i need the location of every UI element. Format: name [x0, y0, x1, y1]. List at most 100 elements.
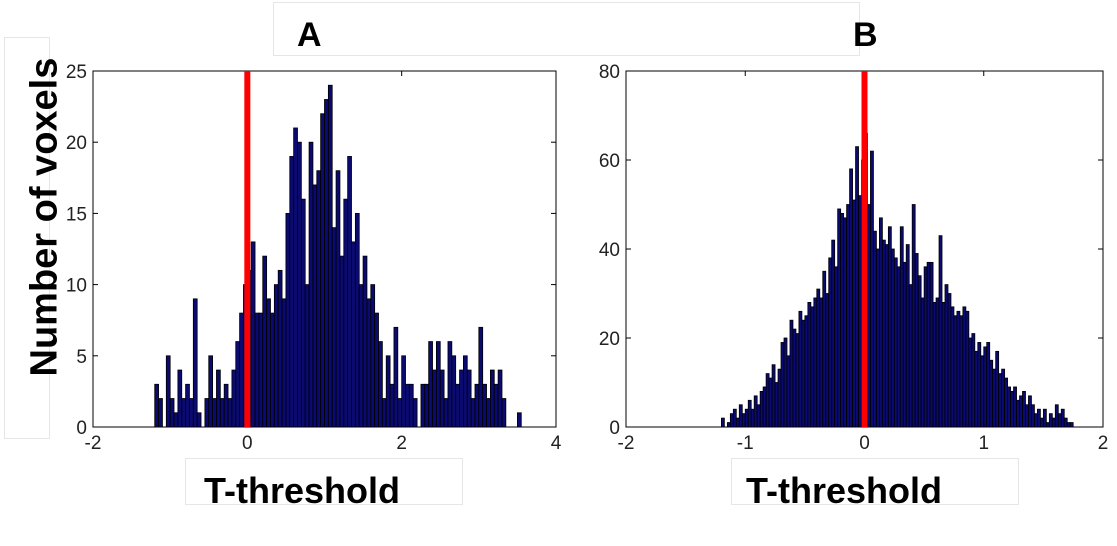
- panel-b-bar: [825, 293, 830, 428]
- panel-b-bar: [783, 337, 788, 428]
- panel-b-bar: [828, 257, 833, 428]
- panel-a-bar: [281, 298, 287, 428]
- panel-b-bar: [768, 377, 773, 428]
- panel-b-bar: [852, 199, 856, 428]
- panel-b-y-tick-label: 60: [599, 151, 620, 172]
- panel-a-x-tick-label: 0: [242, 433, 253, 454]
- panel-b-x-tick-label: 2: [1098, 433, 1109, 454]
- panel-b-bar: [777, 368, 782, 428]
- panel-b-bar: [771, 364, 776, 428]
- panel-a-bar: [258, 312, 264, 428]
- panel-b-bar: [867, 204, 871, 428]
- panel-b-bar: [977, 342, 982, 428]
- panel-b-y-tick-label: 40: [599, 240, 620, 261]
- panel-b-bar: [1013, 386, 1017, 428]
- panel-a-bar: [374, 312, 379, 428]
- panel-a-bar: [331, 227, 337, 428]
- panel-a-bar: [397, 398, 403, 428]
- panel-a-bar: [385, 355, 391, 428]
- panel-b-bar: [932, 301, 937, 428]
- panel-b-bar: [786, 355, 791, 428]
- panel-b-bar: [890, 248, 895, 428]
- panel-b-bar: [947, 293, 952, 428]
- panel-b-bar: [1022, 390, 1026, 428]
- panel-a-bar: [470, 398, 476, 428]
- panel-b-bar: [917, 275, 922, 428]
- panel-b-bar: [1001, 368, 1006, 428]
- x-axis-label-b: T-threshold: [746, 470, 942, 511]
- panel-a-bar: [335, 170, 341, 428]
- panel-a-bar: [424, 383, 430, 428]
- panel-b-bar: [995, 350, 1000, 428]
- panel-b-bar: [858, 195, 862, 428]
- panel-b-x-tick-label: -1: [737, 433, 754, 454]
- panel-a-bar: [231, 369, 237, 428]
- panel-a-bar: [192, 298, 198, 428]
- panel-b-bar: [920, 297, 925, 428]
- panel-a-bar: [266, 298, 271, 428]
- panel-a-bar: [493, 383, 499, 428]
- panel-a-bar: [204, 398, 210, 428]
- panel-a-bar: [177, 369, 183, 428]
- panel-a-bar: [262, 255, 268, 428]
- panel-b-bar: [813, 297, 818, 428]
- panel-b-bar: [840, 212, 845, 428]
- panel-a-bar: [343, 198, 349, 428]
- panel-b-bar: [1025, 404, 1029, 428]
- panel-a-bar: [270, 312, 275, 428]
- panel-label-a: A: [297, 16, 322, 54]
- panel-b-bar: [881, 239, 886, 428]
- panel-a-bar: [185, 383, 190, 428]
- panel-b-bar: [849, 168, 853, 428]
- panel-a-bar: [235, 341, 241, 428]
- panel-a-bar: [412, 398, 418, 428]
- panel-a-bar: [165, 355, 171, 428]
- panel-b-y-tick-label: 20: [599, 329, 620, 350]
- panel-a-bar: [239, 312, 244, 428]
- panel-a-bar: [300, 198, 306, 428]
- panel-b-bar: [843, 217, 848, 428]
- panel-a-bar: [254, 312, 260, 428]
- panel-b-bar: [1066, 422, 1071, 428]
- panel-b-bar: [1057, 413, 1062, 428]
- panel-b-bar: [1031, 404, 1035, 428]
- xlabel-frame-a: [185, 458, 463, 505]
- panel-b-bar: [738, 404, 743, 428]
- panel-b-bar: [804, 315, 809, 428]
- panel-a-bar: [339, 255, 345, 428]
- panel-a-bar: [324, 99, 329, 428]
- panel-a-bar: [358, 284, 364, 428]
- panel-b-bar: [941, 301, 946, 428]
- panel-a-bar: [316, 170, 322, 428]
- panel-b-y-tick-label: 0: [609, 418, 620, 439]
- panel-a-x-tick-label: 4: [551, 433, 562, 454]
- panel-b-bar: [974, 350, 979, 428]
- panel-a-bar: [277, 269, 283, 428]
- panel-a-bar: [219, 398, 225, 428]
- panel-a-bar: [320, 113, 325, 428]
- panel-b-bar: [1004, 377, 1009, 428]
- panel-a-bar: [389, 383, 395, 428]
- panel-a-bar: [293, 127, 298, 428]
- panel-b-bar: [816, 288, 821, 428]
- panel-a-bar: [173, 412, 179, 428]
- panel-b-bar: [792, 328, 797, 428]
- panel-b-bar: [899, 226, 904, 428]
- panel-a-y-tick-label: 0: [76, 418, 87, 439]
- panel-a-bar: [351, 241, 356, 428]
- panel-b-bar: [721, 417, 725, 428]
- panel-b-bar: [1051, 417, 1056, 428]
- panel-a-bar: [435, 341, 441, 428]
- panel-b-bar: [1048, 413, 1053, 428]
- panel-b-bar: [855, 146, 859, 428]
- panel-a-bar: [312, 184, 318, 428]
- panel-a-bar: [250, 241, 256, 428]
- panel-b-bar: [879, 217, 883, 428]
- ylabel-frame: [4, 37, 50, 439]
- panel-b-bar: [834, 266, 839, 428]
- panel-a-bar: [478, 326, 484, 428]
- panel-a-bar: [297, 141, 302, 428]
- panel-b-bar: [753, 395, 758, 428]
- panel-a-bar: [393, 326, 399, 428]
- panel-b-bar: [887, 226, 892, 428]
